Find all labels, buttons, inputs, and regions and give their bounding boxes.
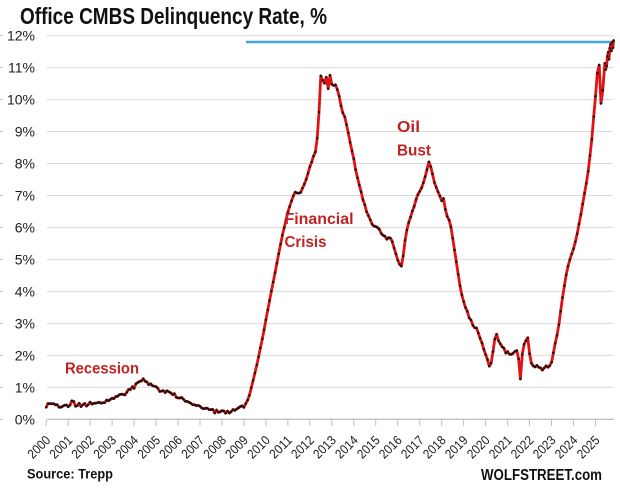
svg-text:Bust: Bust <box>397 143 432 160</box>
svg-text:0%: 0% <box>15 411 35 427</box>
svg-text:4%: 4% <box>15 283 35 299</box>
svg-text:1%: 1% <box>15 379 35 395</box>
svg-text:Financial: Financial <box>285 211 354 228</box>
svg-text:9%: 9% <box>15 124 35 140</box>
svg-text:8%: 8% <box>15 156 35 172</box>
svg-text:WOLFSTREET.com: WOLFSTREET.com <box>481 467 602 484</box>
svg-text:6%: 6% <box>15 219 35 235</box>
svg-text:2%: 2% <box>15 347 35 363</box>
svg-text:Office CMBS Delinquency Rate,: Office CMBS Delinquency Rate, % <box>20 3 327 29</box>
svg-text:Source: Trepp: Source: Trepp <box>27 467 113 482</box>
svg-text:11%: 11% <box>8 60 35 76</box>
svg-text:7%: 7% <box>15 188 35 204</box>
svg-text:12%: 12% <box>7 28 35 44</box>
svg-text:3%: 3% <box>15 315 35 331</box>
svg-text:10%: 10% <box>7 92 35 108</box>
svg-text:Oil: Oil <box>397 119 420 136</box>
svg-text:Crisis: Crisis <box>285 234 327 251</box>
svg-text:5%: 5% <box>15 251 35 267</box>
svg-text:Recession: Recession <box>65 361 139 378</box>
